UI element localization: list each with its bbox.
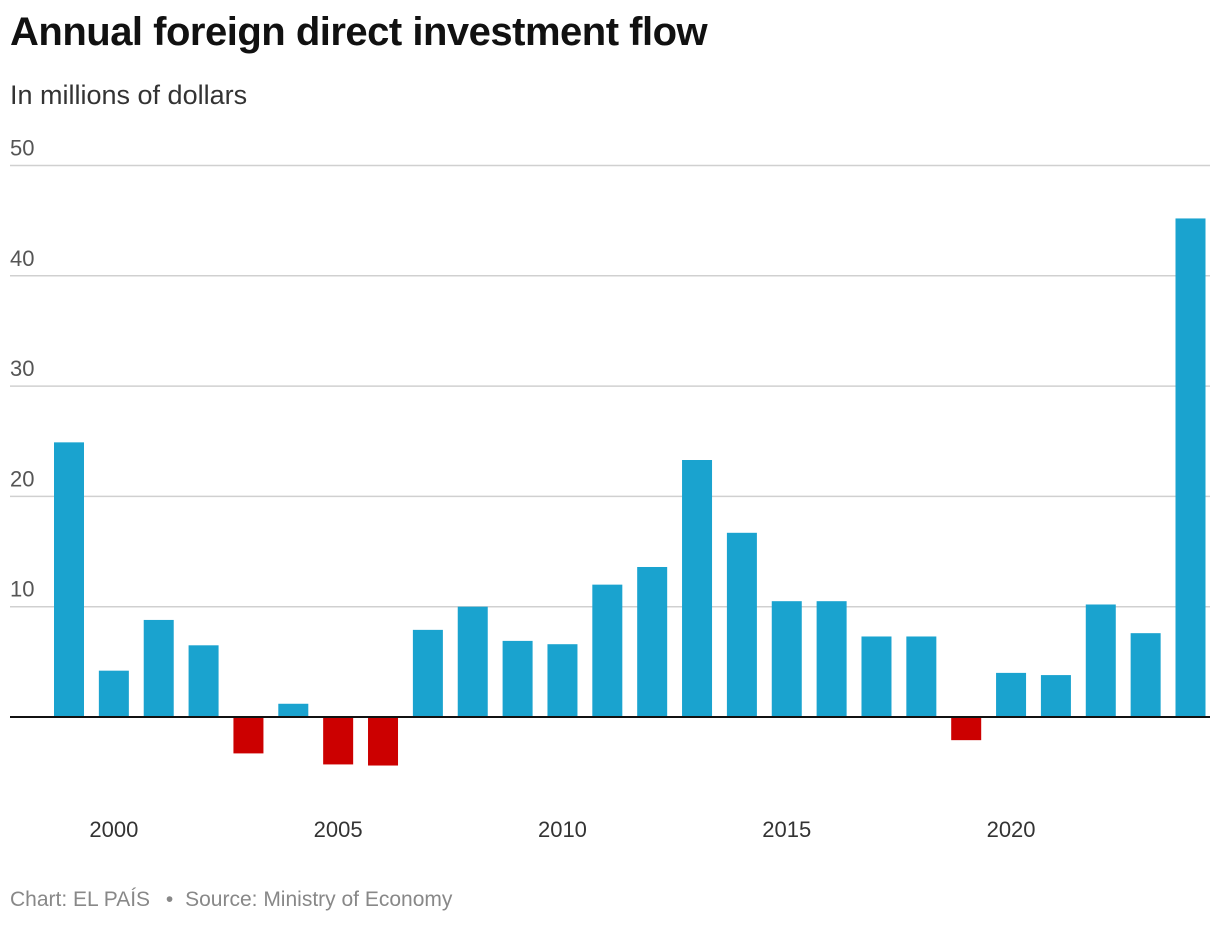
bar-2024: 2024: 45.2 bbox=[1175, 218, 1206, 717]
chart-footer: Chart: EL PAÍS • Source: Ministry of Eco… bbox=[10, 888, 452, 912]
bar-2004: 2004: 1.2 bbox=[278, 703, 309, 717]
bar-2011: 2011: 12 bbox=[592, 584, 623, 717]
x-axis-ticks: 2000 2005 2010 2015 2020 bbox=[89, 817, 1035, 842]
bar-2022: 2022: 10.2 bbox=[1085, 604, 1116, 717]
y-tick-label: 30 bbox=[10, 356, 34, 381]
bar-2009: 2009: 6.9 bbox=[502, 640, 533, 717]
bars: 1999: 24.9 2000: 4.2 2001: 8.8 2002: 6.5 200… bbox=[54, 218, 1206, 766]
x-tick-label: 2015 bbox=[762, 817, 811, 842]
bar-2020: 2020: 4 bbox=[996, 672, 1027, 717]
bar-2014: 2014: 16.7 bbox=[726, 532, 757, 717]
bar-2023: 2023: 7.6 bbox=[1130, 633, 1161, 717]
gridlines bbox=[10, 164, 1210, 608]
bar-2003: 2003: -3.3 bbox=[233, 717, 264, 754]
y-tick-label: 10 bbox=[10, 577, 34, 602]
bar-2019: 2019: -2.1 bbox=[951, 717, 982, 741]
y-axis-ticks: 10 20 30 40 50 bbox=[10, 136, 34, 602]
bar-2013: 2013: 23.3 bbox=[682, 460, 713, 717]
bar-2010: 2010: 6.6 bbox=[547, 644, 578, 717]
x-tick-label: 2000 bbox=[89, 817, 138, 842]
y-tick-label: 20 bbox=[10, 466, 34, 491]
y-tick-label: 50 bbox=[10, 136, 34, 161]
bar-2021: 2021: 3.8 bbox=[1040, 675, 1071, 717]
x-tick-label: 2020 bbox=[987, 817, 1036, 842]
chart-credit: Chart: EL PAÍS bbox=[10, 888, 151, 911]
bar-2018: 2018: 7.3 bbox=[906, 636, 937, 717]
chart-subtitle: In millions of dollars bbox=[10, 80, 248, 110]
bar-2002: 2002: 6.5 bbox=[188, 645, 219, 717]
footer-separator: • bbox=[165, 888, 174, 911]
bar-2006: 2006: -4.4 bbox=[368, 717, 399, 766]
bar-2017: 2017: 7.3 bbox=[861, 636, 892, 717]
bar-2008: 2008: 10 bbox=[457, 606, 488, 717]
bar-2000: 2000: 4.2 bbox=[98, 670, 129, 717]
chart-title: Annual foreign direct investment flow bbox=[10, 10, 708, 54]
x-tick-label: 2010 bbox=[538, 817, 587, 842]
bar-2001: 2001: 8.8 bbox=[143, 619, 174, 717]
y-tick-label: 40 bbox=[10, 246, 34, 271]
bar-2007: 2007: 7.9 bbox=[412, 629, 443, 717]
bar-2012: 2012: 13.6 bbox=[637, 566, 668, 717]
bar-1999: 1999: 24.9 bbox=[54, 442, 84, 717]
bar-2016: 2016: 10.5 bbox=[816, 601, 847, 717]
bar-chart: 10 20 30 40 50 1999: 24.9 2000: 4.2 2001: 8.8 2… bbox=[10, 136, 1210, 842]
bar-2005: 2005: -4.3 bbox=[323, 717, 354, 765]
bar-2015: 2015: 10.5 bbox=[771, 601, 802, 717]
source-note: Source: Ministry of Economy bbox=[185, 888, 453, 911]
x-tick-label: 2005 bbox=[314, 817, 363, 842]
